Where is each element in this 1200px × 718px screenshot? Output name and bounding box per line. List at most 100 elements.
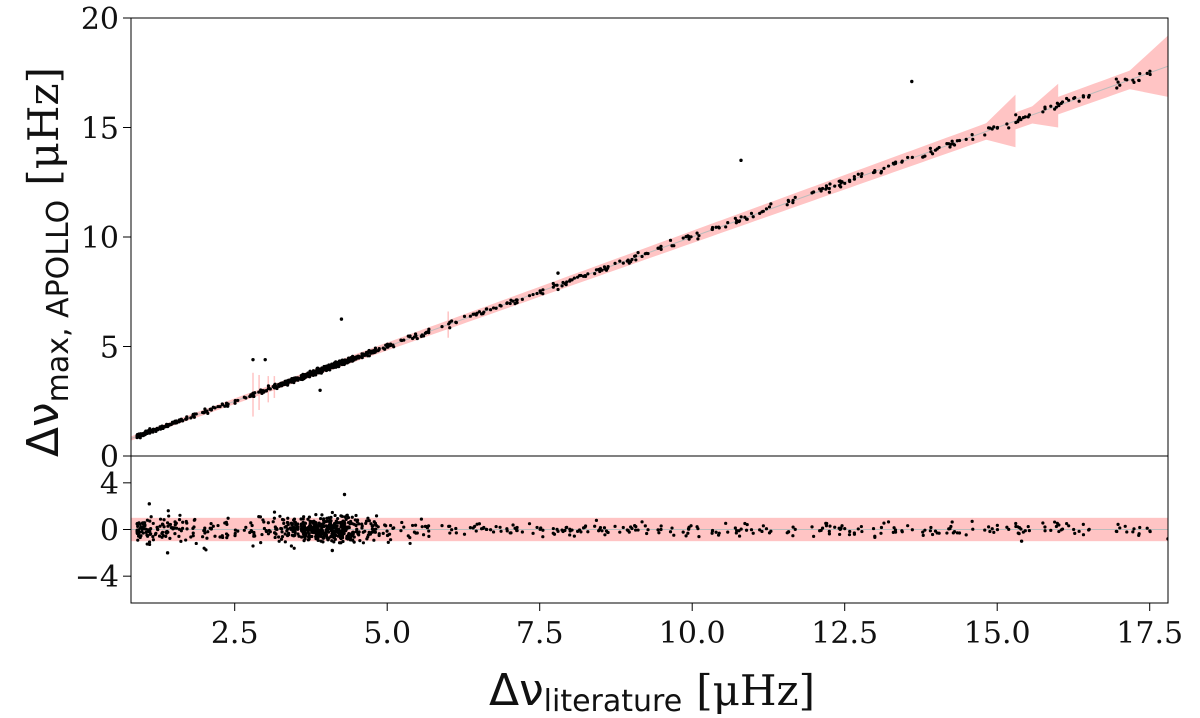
main-data-point bbox=[357, 355, 361, 360]
residual-data-point bbox=[656, 528, 660, 532]
residual-data-point bbox=[603, 533, 607, 537]
residual-data-point bbox=[174, 526, 179, 530]
main-ytick-label: 0 bbox=[100, 440, 119, 475]
main-data-point bbox=[950, 139, 954, 143]
main-data-point bbox=[347, 356, 351, 360]
residual-data-point bbox=[314, 513, 318, 517]
residual-data-point bbox=[629, 525, 633, 529]
residual-data-point bbox=[535, 525, 539, 530]
main-data-point bbox=[687, 237, 691, 241]
residual-data-point bbox=[399, 529, 403, 533]
main-data-point bbox=[568, 279, 572, 283]
main-data-point bbox=[177, 418, 181, 422]
main-data-point bbox=[1054, 105, 1059, 109]
main-data-point bbox=[211, 405, 215, 409]
main-data-point bbox=[505, 301, 509, 305]
residual-data-point bbox=[151, 538, 156, 542]
residual-data-point bbox=[415, 531, 419, 535]
main-data-point bbox=[893, 160, 898, 164]
residual-data-point bbox=[697, 535, 701, 539]
residual-data-point bbox=[659, 527, 663, 532]
residual-data-point bbox=[552, 532, 557, 536]
residual-data-point bbox=[366, 516, 370, 520]
residual-data-point bbox=[143, 521, 147, 525]
residual-data-point bbox=[185, 521, 189, 525]
main-data-point bbox=[1055, 101, 1059, 105]
main-data-point bbox=[248, 394, 252, 399]
main-data-point bbox=[1043, 107, 1047, 111]
main-data-point bbox=[937, 145, 941, 150]
xtick-label: 17.5 bbox=[1116, 616, 1183, 651]
residual-data-point bbox=[427, 534, 431, 538]
main-data-point bbox=[556, 287, 560, 292]
residual-data-point bbox=[758, 528, 762, 532]
residual-data-point bbox=[364, 519, 369, 523]
residual-data-point bbox=[1060, 527, 1065, 531]
residual-data-point bbox=[1145, 526, 1149, 530]
residual-data-point bbox=[950, 520, 954, 524]
residual-data-point bbox=[346, 533, 351, 537]
residual-data-point bbox=[1065, 521, 1069, 526]
residual-data-point bbox=[161, 530, 165, 534]
residual-data-point bbox=[726, 530, 730, 534]
residual-data-point bbox=[177, 534, 181, 539]
residual-data-point bbox=[354, 523, 358, 528]
residual-data-point bbox=[1041, 521, 1045, 525]
residual-data-point bbox=[1007, 527, 1011, 531]
main-data-point bbox=[670, 244, 674, 248]
residual-data-point bbox=[355, 527, 359, 531]
residual-data-point bbox=[824, 524, 829, 528]
residual-data-point bbox=[586, 530, 590, 534]
main-data-point bbox=[726, 220, 730, 225]
main-data-point bbox=[987, 126, 991, 130]
main-data-point bbox=[206, 411, 210, 415]
residual-data-point bbox=[213, 534, 217, 538]
main-data-point bbox=[511, 299, 515, 303]
main-data-point bbox=[191, 412, 195, 417]
residual-data-point bbox=[408, 541, 412, 546]
residual-data-point bbox=[681, 530, 685, 534]
residual-data-point bbox=[1067, 524, 1071, 528]
residual-data-point bbox=[342, 523, 346, 528]
residual-data-point bbox=[873, 534, 877, 538]
residual-data-point bbox=[320, 513, 324, 517]
main-data-point bbox=[1041, 110, 1045, 114]
residual-data-point bbox=[329, 515, 333, 519]
main-data-point bbox=[226, 402, 230, 406]
main-data-point bbox=[791, 198, 795, 202]
residual-data-point bbox=[1131, 530, 1135, 534]
residual-data-point bbox=[252, 532, 256, 536]
residual-data-point bbox=[342, 520, 346, 524]
main-data-point bbox=[572, 276, 576, 280]
residual-data-point bbox=[724, 521, 728, 525]
main-data-point bbox=[412, 335, 417, 339]
main-data-point bbox=[145, 431, 149, 435]
residual-data-point bbox=[737, 529, 741, 533]
main-data-point bbox=[1060, 100, 1065, 104]
residual-data-point bbox=[136, 532, 140, 536]
main-data-point bbox=[764, 207, 769, 211]
residual-data-point bbox=[733, 526, 737, 530]
residual-data-point bbox=[339, 514, 343, 518]
main-data-point bbox=[657, 246, 661, 250]
main-data-point bbox=[839, 185, 843, 189]
residual-data-point bbox=[340, 524, 344, 528]
residual-data-point bbox=[992, 530, 996, 534]
residual-data-point bbox=[541, 528, 545, 532]
main-data-point bbox=[1137, 78, 1141, 82]
main-data-point bbox=[626, 258, 630, 262]
residual-data-point bbox=[336, 516, 340, 521]
residual-data-point bbox=[385, 529, 389, 533]
residual-data-point bbox=[929, 525, 933, 530]
residual-data-point bbox=[151, 535, 155, 539]
residual-data-point bbox=[148, 542, 152, 547]
x-axis-label-main: Δν bbox=[489, 665, 544, 716]
residual-data-point bbox=[307, 515, 312, 519]
main-data-point bbox=[604, 268, 609, 272]
residual-data-point bbox=[158, 524, 162, 528]
residual-data-point bbox=[684, 534, 688, 538]
residual-data-point bbox=[995, 523, 999, 527]
residual-data-point bbox=[900, 530, 904, 534]
residual-data-point bbox=[335, 524, 339, 528]
residual-data-point bbox=[330, 529, 335, 533]
